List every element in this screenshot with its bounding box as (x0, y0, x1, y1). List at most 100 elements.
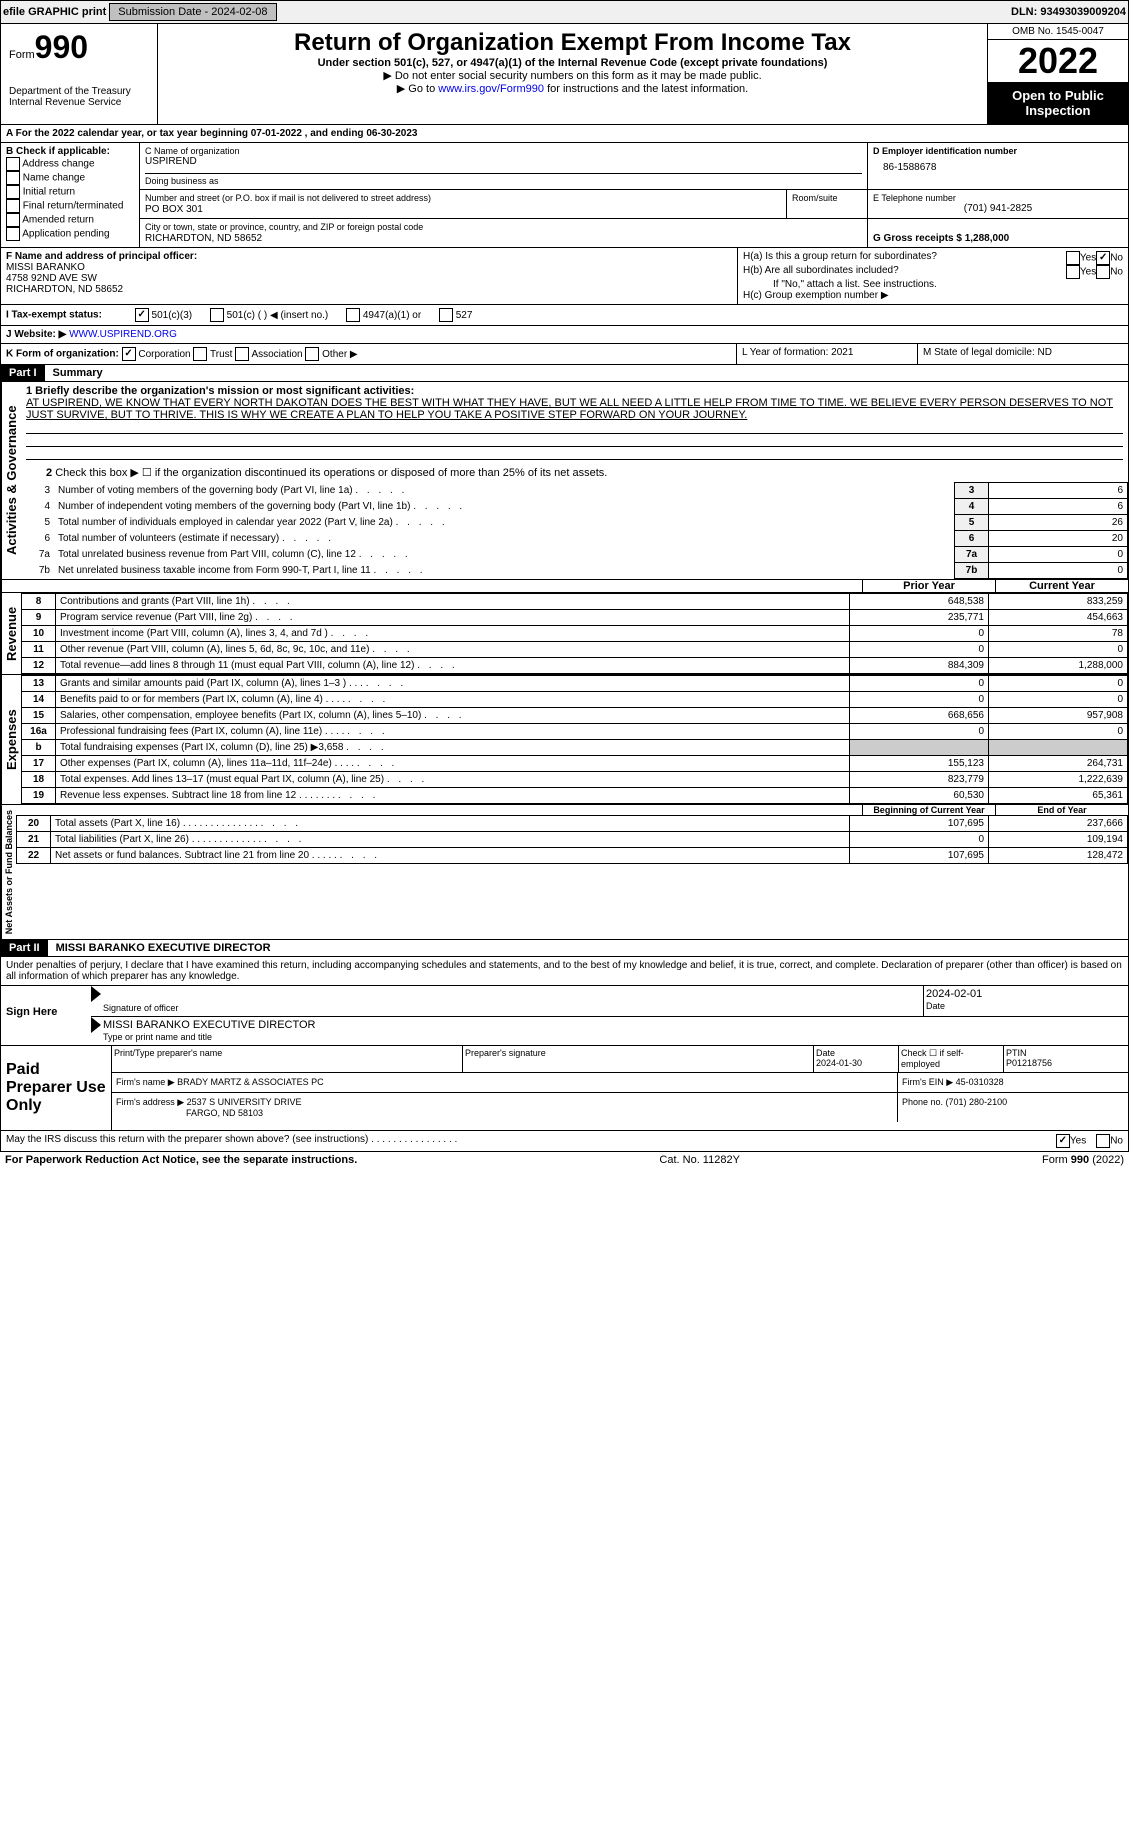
may-text: May the IRS discuss this return with the… (6, 1134, 1056, 1148)
d-label: D Employer identification number (873, 146, 1123, 156)
section-b: B Check if applicable: Address change Na… (0, 143, 139, 248)
ha-yes[interactable]: Yes (1066, 251, 1096, 265)
section-h: H(a) Is this a group return for subordin… (737, 248, 1129, 305)
submission-btn[interactable]: Submission Date - 2024-02-08 (109, 3, 276, 21)
omb: OMB No. 1545-0047 (988, 24, 1128, 40)
room: Room/suite (786, 190, 867, 219)
section-d: D Employer identification number 86-1588… (867, 143, 1129, 190)
begin-hdr: Beginning of Current Year (863, 805, 996, 815)
f-label: F Name and address of principal officer: (6, 251, 197, 262)
website[interactable]: WWW.USPIREND.ORG (69, 329, 177, 340)
i-c[interactable]: 501(c) ( ) ◀ (insert no.) (210, 310, 328, 321)
b-label: B Check if applicable: (6, 146, 134, 157)
current-hdr: Current Year (996, 580, 1128, 592)
sig-label: Signature of officer (103, 1003, 178, 1013)
top-bar: efile GRAPHIC print Submission Date - 20… (0, 0, 1129, 24)
sig-tri-icon (91, 986, 101, 1002)
form-header: Form990 Department of the Treasury Inter… (0, 24, 1129, 125)
a-text: A For the 2022 calendar year, or tax yea… (6, 128, 417, 139)
ptinv: P01218756 (1006, 1058, 1126, 1068)
form-link[interactable]: www.irs.gov/Form990 (438, 83, 544, 95)
addr-label: Number and street (or P.O. box if mail i… (145, 193, 431, 203)
form-foot: Form 990 (2022) (1042, 1154, 1124, 1166)
b-init[interactable]: Initial return (6, 185, 134, 199)
city: RICHARDTON, ND 58652 (145, 233, 862, 244)
form-number: 990 (35, 29, 88, 65)
sub1: Under section 501(c), 527, or 4947(a)(1)… (163, 57, 982, 69)
hb-no[interactable]: No (1096, 265, 1123, 279)
org-name: USPIREND (145, 156, 862, 167)
date-label: Date (926, 1001, 945, 1011)
pt: Print/Type preparer's name (114, 1048, 222, 1058)
ptin-l: PTIN (1006, 1048, 1027, 1058)
section-l: L Year of formation: 2021 (736, 344, 917, 365)
irs: Internal Revenue Service (9, 97, 149, 108)
p1-l1: 1 Briefly describe the organization's mi… (26, 385, 1123, 397)
ha-no[interactable]: No (1096, 251, 1123, 265)
signer-name: MISSI BARANKO EXECUTIVE DIRECTOR (103, 1019, 1126, 1031)
e-label: E Telephone number (873, 193, 1123, 203)
section-a: A For the 2022 calendar year, or tax yea… (0, 125, 1129, 143)
hb: H(b) Are all subordinates included? (743, 265, 1066, 279)
fcity: FARGO, ND 58103 (116, 1108, 893, 1118)
addr: PO BOX 301 (145, 204, 781, 215)
k-corp[interactable]: Corporation (122, 349, 191, 360)
section-f: F Name and address of principal officer:… (0, 248, 737, 305)
vlabel-net: Net Assets or Fund Balances (1, 805, 16, 939)
paid-preparer: Paid Preparer Use Only (1, 1046, 111, 1130)
fphone: Phone no. (701) 280-2100 (898, 1093, 1128, 1122)
c-label: C Name of organization (145, 146, 862, 156)
part1-name: Summary (45, 367, 103, 379)
b-addr[interactable]: Address change (6, 157, 134, 171)
sig-date: 2024-02-01 (926, 988, 1126, 1000)
net-table: 20Total assets (Part X, line 16) . . . .… (16, 815, 1128, 864)
officer-city: RICHARDTON, ND 58652 (6, 284, 732, 295)
fein: Firm's EIN ▶ 45-0310328 (898, 1073, 1128, 1092)
i-a1[interactable]: 4947(a)(1) or (346, 310, 421, 321)
pra: For Paperwork Reduction Act Notice, see … (5, 1154, 357, 1166)
sign-here: Sign Here (1, 986, 91, 1045)
section-k: K Form of organization: Corporation Trus… (0, 344, 736, 365)
k-other[interactable]: Other ▶ (305, 349, 357, 360)
end-hdr: End of Year (996, 805, 1128, 815)
vlabel-exp: Expenses (1, 675, 21, 804)
b-name[interactable]: Name change (6, 171, 134, 185)
tax-year: 2022 (988, 40, 1128, 82)
i-527[interactable]: 527 (439, 310, 472, 321)
j-label: J Website: ▶ (6, 329, 66, 340)
part2-hdr: Part II (1, 940, 48, 956)
h-note: If "No," attach a list. See instructions… (743, 279, 1123, 290)
sub3: ▶ Go to www.irs.gov/Form990 for instruct… (163, 82, 982, 95)
p1-l2: 2 Check this box ▶ ☐ if the organization… (21, 463, 1128, 482)
officer-name: MISSI BARANKO (6, 262, 732, 273)
i-c3[interactable]: 501(c)(3) (135, 310, 192, 321)
form-pre: Form (9, 49, 35, 61)
pd-l: Date (816, 1048, 835, 1058)
may-no[interactable]: No (1096, 1134, 1123, 1148)
may-yes[interactable]: Yes (1056, 1134, 1086, 1148)
k-assoc[interactable]: Association (235, 349, 302, 360)
mission: AT USPIREND, WE KNOW THAT EVERY NORTH DA… (26, 397, 1123, 421)
section-e: E Telephone number (701) 941-2825 (867, 190, 1129, 219)
b-final[interactable]: Final return/terminated (6, 199, 134, 213)
dln: DLN: 93493039009204 (1011, 6, 1126, 18)
gross-receipts: G Gross receipts $ 1,288,000 (867, 219, 1129, 248)
hb-yes[interactable]: Yes (1066, 265, 1096, 279)
officer-addr: 4758 92ND AVE SW (6, 273, 732, 284)
ps: Preparer's signature (463, 1046, 814, 1072)
b-app[interactable]: Application pending (6, 227, 134, 241)
section-i: I Tax-exempt status: 501(c)(3) 501(c) ( … (0, 305, 1129, 326)
section-c: C Name of organization USPIREND Doing bu… (139, 143, 867, 190)
dept: Department of the Treasury (9, 86, 149, 97)
phone: (701) 941-2825 (873, 203, 1123, 214)
i-label: I Tax-exempt status: (6, 310, 102, 321)
k-trust[interactable]: Trust (193, 349, 232, 360)
k-label: K Form of organization: (6, 349, 119, 360)
c-addr: Number and street (or P.O. box if mail i… (139, 190, 786, 219)
ha: H(a) Is this a group return for subordin… (743, 251, 1066, 265)
declaration: Under penalties of perjury, I declare th… (0, 957, 1129, 986)
faddr: Firm's address ▶ 2537 S UNIVERSITY DRIVE (116, 1097, 302, 1107)
open-public: Open to Public Inspection (988, 82, 1128, 124)
ein: 86-1588678 (873, 156, 1123, 173)
b-amend[interactable]: Amended return (6, 213, 134, 227)
